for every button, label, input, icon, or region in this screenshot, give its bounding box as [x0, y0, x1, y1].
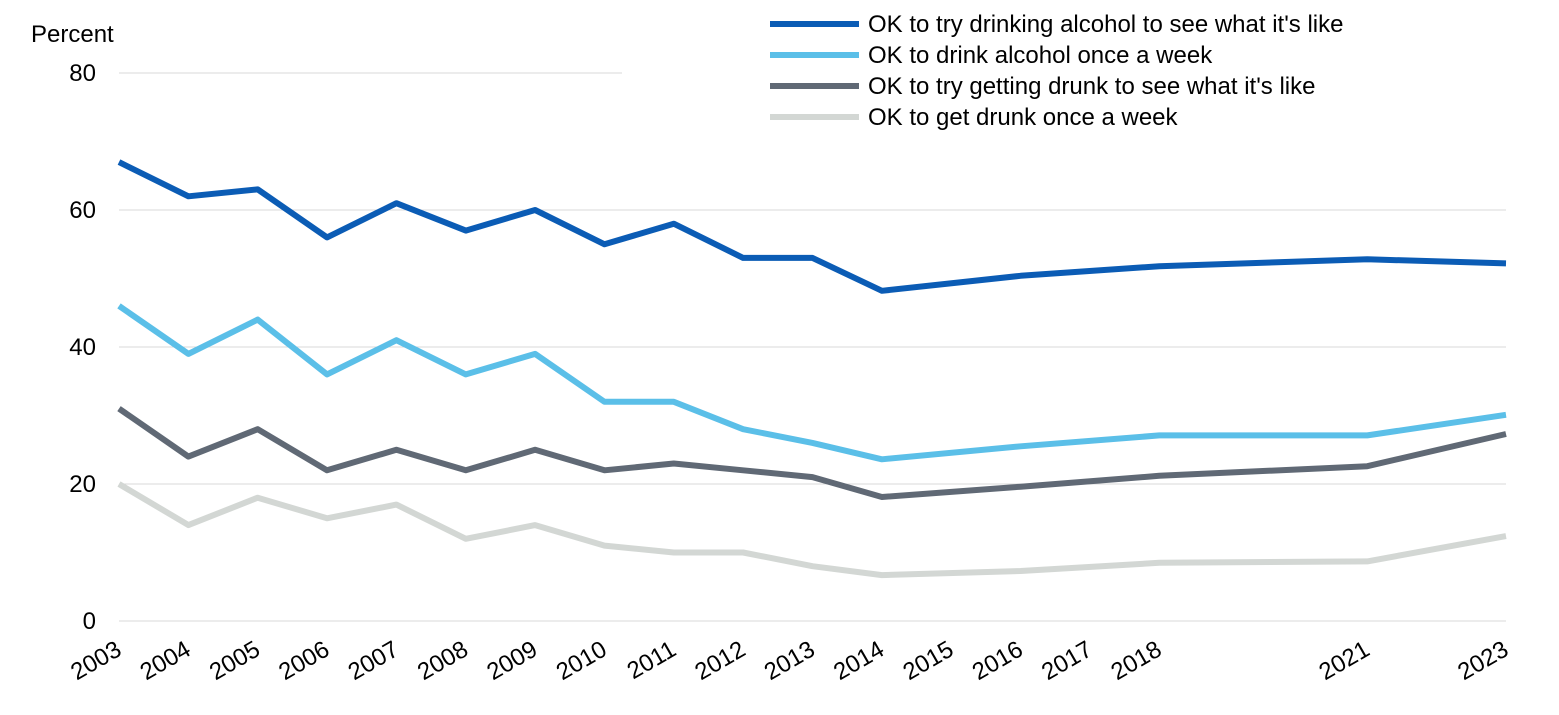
- x-tick-label: 2012: [690, 636, 750, 686]
- x-tick-label: 2016: [968, 636, 1028, 686]
- series-line: [117, 303, 1507, 463]
- x-tick-label: 2023: [1453, 636, 1513, 686]
- x-tick-label: 2018: [1107, 636, 1167, 686]
- y-tick-label: 60: [69, 197, 96, 224]
- x-tick-label: 2010: [552, 636, 612, 686]
- series-lines: [117, 159, 1507, 579]
- legend-label: OK to drink alcohol once a week: [868, 42, 1213, 69]
- legend: OK to try drinking alcohol to see what i…: [770, 11, 1343, 131]
- y-tick-label: 80: [69, 60, 96, 87]
- x-tick-label: 2004: [136, 636, 196, 686]
- x-tick-label: 2017: [1037, 636, 1097, 686]
- y-axis-ticks: 0 20 40 60 80: [69, 60, 96, 635]
- x-tick-label: 2015: [898, 636, 958, 686]
- y-tick-label: 40: [69, 334, 96, 361]
- y-tick-label: 20: [69, 471, 96, 498]
- x-tick-label: 2014: [829, 636, 889, 686]
- y-tick-label: 0: [83, 608, 96, 635]
- x-tick-label: 2021: [1315, 636, 1375, 686]
- x-tick-label: 2006: [274, 636, 334, 686]
- x-tick-label: 2005: [205, 636, 265, 686]
- legend-label: OK to get drunk once a week: [868, 104, 1179, 131]
- x-tick-label: 2013: [760, 636, 820, 686]
- legend-label: OK to try drinking alcohol to see what i…: [868, 11, 1343, 38]
- x-tick-label: 2008: [413, 636, 473, 686]
- series-line: [117, 481, 1507, 579]
- series-line: [117, 159, 1507, 294]
- gridlines: [119, 72, 1506, 622]
- y-axis-label: Percent: [31, 21, 114, 48]
- x-tick-label: 2011: [623, 636, 681, 685]
- x-tick-label: 2007: [344, 636, 404, 686]
- x-tick-label: 2003: [66, 636, 126, 686]
- x-axis-ticks: 2003 2004 2005 2006 2007 2008 2009 2010 2011 2012…: [66, 636, 1513, 686]
- x-tick-label: 2009: [482, 636, 542, 686]
- legend-label: OK to try getting drunk to see what it's…: [868, 73, 1315, 100]
- series-line: [117, 406, 1507, 500]
